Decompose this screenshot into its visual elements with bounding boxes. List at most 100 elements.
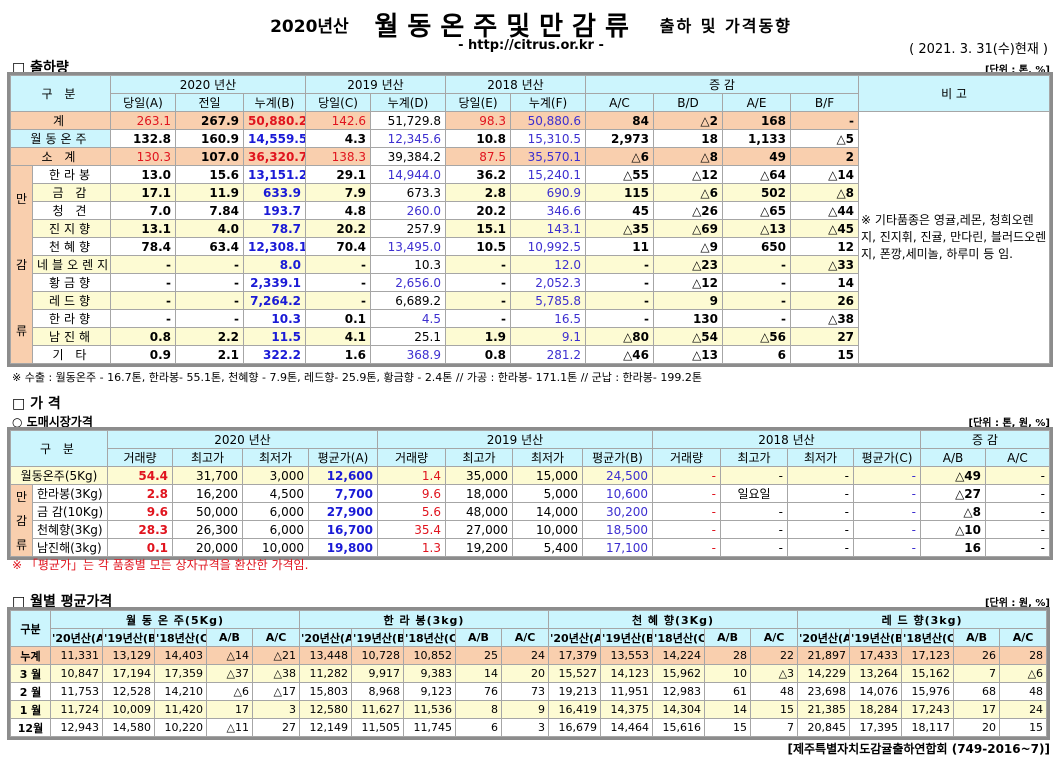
cell: 267.9: [175, 111, 244, 130]
cell: 16: [920, 538, 986, 557]
cell: 12.0: [510, 255, 586, 274]
cell: 4.1: [305, 327, 371, 346]
column-header: A/B: [920, 448, 986, 467]
cell: -: [720, 538, 788, 557]
cell: △14: [789, 165, 860, 184]
header-change: 증 감: [920, 430, 1050, 449]
cell: 76: [455, 682, 502, 701]
prices-subtitle: ○ 도매시장가격: [12, 415, 93, 429]
table-row: 3 월 10,847 17,194 17,359 △37 △38 11,282 9,917 9,…: [10, 664, 1048, 683]
group-header: 레 드 향(3kg): [797, 610, 1048, 629]
cell: 502: [722, 183, 791, 202]
cell: 5,000: [512, 484, 583, 503]
cell: 11,627: [351, 700, 404, 719]
prices-title: □ 가 격: [12, 396, 61, 412]
header-note: 비 고: [858, 75, 1050, 112]
cell: 48,000: [445, 502, 513, 521]
cell: 15: [750, 700, 799, 719]
table-row: 계 263.1 267.9 50,880.2 142.6 51,729.8 98.3 50,8…: [10, 111, 1050, 364]
cell: 2,973: [585, 129, 654, 148]
cell: -: [787, 502, 854, 521]
cell: 4.0: [175, 219, 244, 238]
cell: 10,728: [351, 646, 404, 665]
column-header: A/B: [953, 628, 1001, 647]
cell: 346.6: [510, 201, 586, 220]
cell: 45: [585, 201, 654, 220]
cell: 17.1: [110, 183, 176, 202]
table-row: 소 계 130.3 107.0 36,320.7 138.3 39,384.2 87.5 35…: [10, 147, 1050, 166]
cell: -: [985, 520, 1050, 539]
cell: -: [110, 255, 176, 274]
column-header: A/B: [704, 628, 752, 647]
cell: 9,123: [403, 682, 456, 701]
cell: 17,243: [901, 700, 955, 719]
cell: 11,282: [299, 664, 352, 683]
cell: △13: [722, 219, 791, 238]
cell: 17: [953, 700, 1001, 719]
column-header: '18년산(C): [901, 628, 955, 647]
cell: △35: [585, 219, 654, 238]
row-label: 진지향: [32, 219, 111, 238]
cell: -: [305, 273, 371, 292]
table-row: 기 타 0.9 2.1 322.2 1.6 368.9 0.8 281.2 △46 △13 6 15: [11, 345, 1050, 364]
cell: 36,320.7: [243, 147, 306, 166]
cell: -: [652, 520, 721, 539]
column-header: 최저가: [787, 448, 854, 467]
cell: 7.9: [305, 183, 371, 202]
report-title: 2020년산 월동온주및만감류 출하 및 가격동향: [0, 6, 1062, 43]
table-row: 금 감(10Kg) 9.6 50,000 6,000 27,900 5.6 48,000 14…: [11, 502, 1050, 521]
column-header: 당일(E): [445, 93, 511, 112]
cell: 633.9: [243, 183, 306, 202]
cell: -: [985, 538, 1050, 557]
cell: 193.7: [243, 201, 306, 220]
header-category: 구 분: [10, 430, 108, 467]
cell: -: [720, 466, 788, 485]
cell: 11.5: [243, 327, 306, 346]
cell: 10,000: [242, 538, 309, 557]
cell: 2,656.0: [370, 273, 446, 292]
cell: 17,359: [154, 664, 207, 683]
column-header: '18년산(C): [154, 628, 207, 647]
cell: △49: [920, 466, 986, 485]
cell: 25.1: [370, 327, 446, 346]
cell: 23,698: [797, 682, 851, 701]
column-header: '20년산(A): [299, 628, 352, 647]
cell: 5,785.8: [510, 291, 586, 310]
cell: -: [445, 291, 511, 310]
cell: 14,123: [600, 664, 654, 683]
cell: △27: [920, 484, 986, 503]
cell: 63.4: [175, 237, 244, 256]
cell: 4.8: [305, 201, 371, 220]
table-row: 금 감 17.1 11.9 633.9 7.9 673.3 2.8 690.9 115 △6 502…: [11, 183, 1050, 202]
cell: 15,000: [512, 466, 583, 485]
row-label: 금 감: [32, 183, 111, 202]
cell: -: [853, 502, 921, 521]
prices-footnote: ※ 「평균가」는 각 품종별 모든 상자규격을 환산한 가격임.: [12, 558, 309, 572]
cell: 168: [722, 111, 791, 130]
cell: 78.7: [243, 219, 306, 238]
cell: 4.3: [305, 129, 371, 148]
cell: 26: [953, 646, 1001, 665]
note-cell: ※ 기타품종은 영귤,레몬, 청희오렌지, 진지휘, 진귤, 만다린, 블러드오…: [858, 111, 1050, 364]
column-header: A/C: [252, 628, 300, 647]
cell: △8: [789, 183, 860, 202]
cell: 15,976: [901, 682, 955, 701]
title-main: 월동온주및만감류: [374, 12, 638, 42]
cell: 11,420: [154, 700, 207, 719]
cell: △44: [789, 201, 860, 220]
column-header: A/C: [750, 628, 799, 647]
header-2019: 2019 년산: [305, 75, 446, 94]
cell: 13,264: [849, 664, 903, 683]
cell: △6: [999, 664, 1048, 683]
cell: 322.2: [243, 345, 306, 364]
cell: △9: [653, 237, 723, 256]
site-url[interactable]: - http://citrus.or.kr -: [458, 38, 604, 53]
table-row: 12월 12,943 14,580 10,220 △11 27 12,149 11,505 11…: [10, 718, 1048, 737]
cell: 14,224: [652, 646, 706, 665]
column-header: A/C: [999, 628, 1048, 647]
table-row: 황금향 - -2,339.1-2,656.0-2,052.3- △12-14: [11, 273, 1050, 292]
cell: 20.2: [305, 219, 371, 238]
cell: 10.3: [243, 309, 306, 328]
cell: -: [585, 309, 654, 328]
cell: 24,500: [582, 466, 653, 485]
